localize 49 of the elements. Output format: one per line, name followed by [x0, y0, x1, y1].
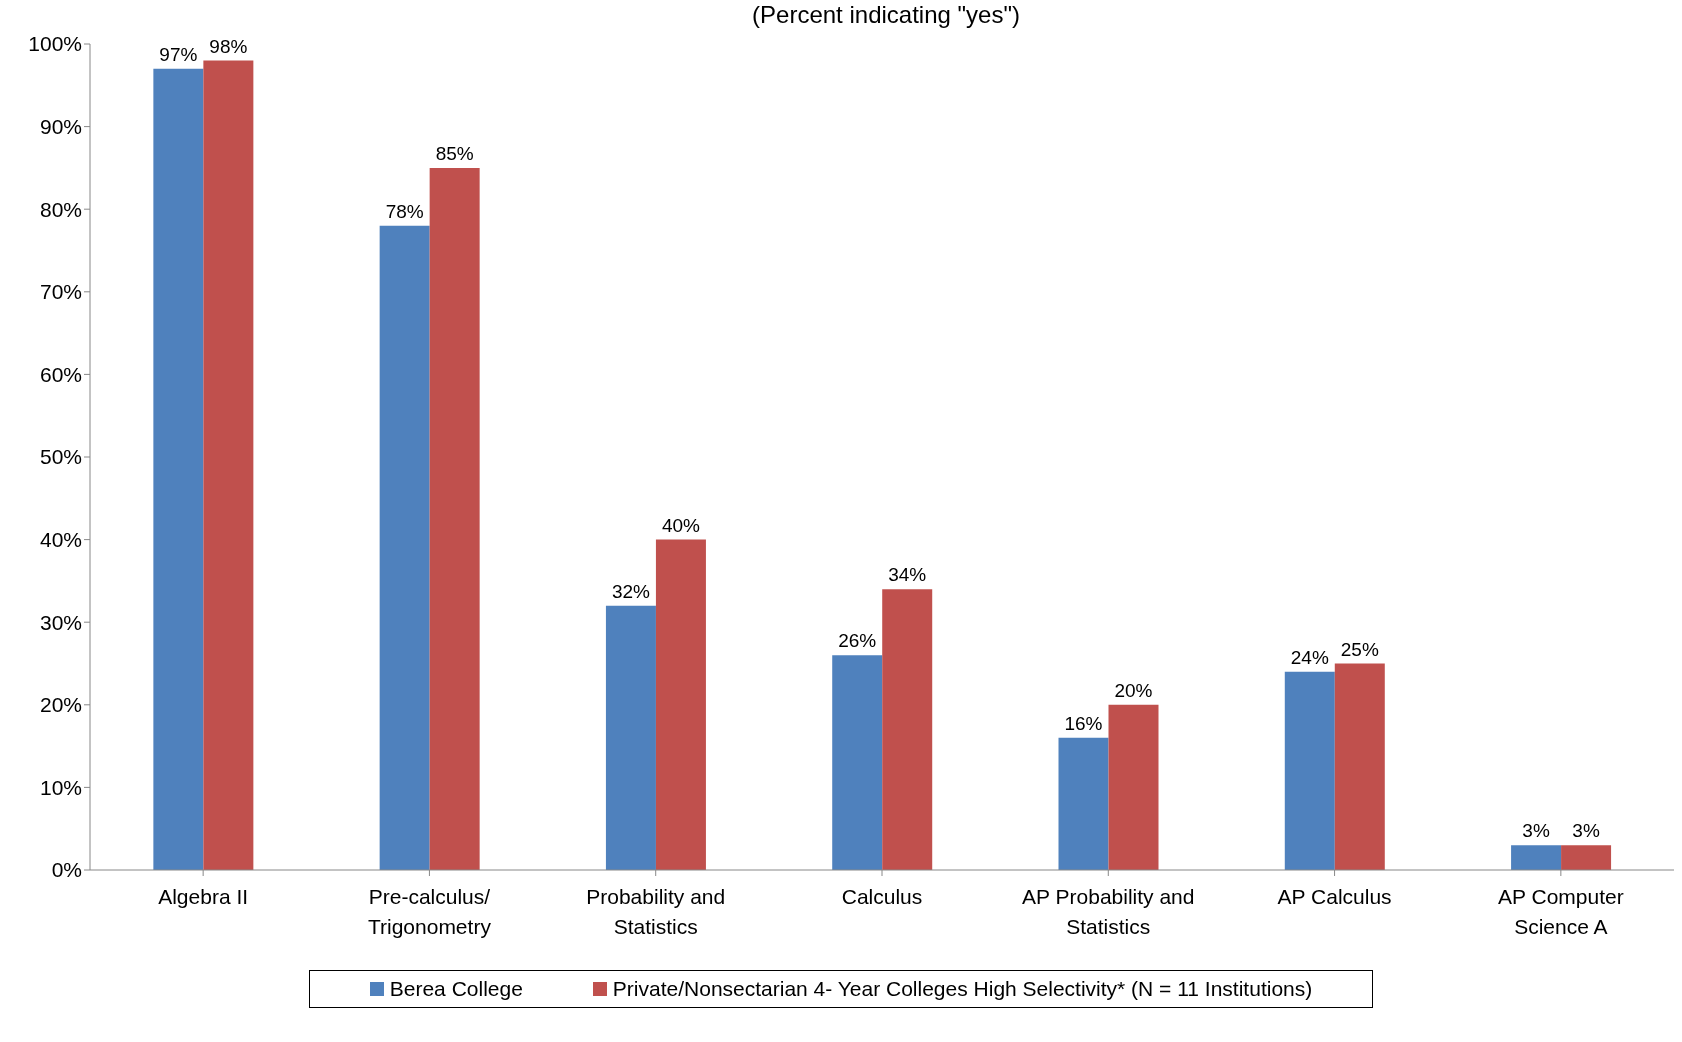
x-tick-label: Calculus [841, 885, 923, 908]
bar [429, 167, 480, 870]
bar [1284, 671, 1335, 870]
x-tick-label: AP Computer Science A [1498, 885, 1624, 938]
data-label: 98% [209, 35, 248, 57]
y-tick-label: 40% [39, 528, 82, 552]
y-tick-label: 70% [39, 280, 82, 304]
data-label: 3% [1522, 820, 1550, 842]
bar [832, 655, 883, 870]
legend-label: Private/Nonsectarian 4- Year Colleges High Selectivity* (N = 11 Institutions) [612, 977, 1313, 1001]
y-tick-label: 30% [39, 610, 82, 634]
bar [153, 68, 204, 870]
bar [882, 589, 933, 870]
data-label: 78% [385, 200, 424, 222]
x-tick-label: Algebra II [158, 885, 249, 908]
y-tick-label: 10% [39, 775, 82, 799]
y-tick-label: 90% [39, 115, 82, 139]
bar [605, 605, 656, 870]
y-tick-label: 20% [39, 693, 82, 717]
y-tick-label: 0% [51, 858, 82, 882]
bar [203, 60, 254, 870]
y-tick-label: 100% [28, 32, 82, 56]
data-label: 24% [1290, 646, 1329, 668]
bar [655, 539, 706, 870]
data-label: 25% [1340, 638, 1379, 660]
data-label: 34% [888, 564, 927, 586]
legend-label: Berea College [389, 977, 523, 1001]
bar [1511, 845, 1562, 870]
x-tick-label: Probability and Statistics [586, 885, 726, 938]
data-label: 20% [1114, 679, 1153, 701]
y-tick-label: 50% [39, 445, 82, 469]
chart-title: (Percent indicating "yes") [751, 0, 1021, 30]
x-tick-label: Pre-calculus/ Trigonometry [367, 885, 492, 938]
data-label: 3% [1572, 820, 1600, 842]
data-label: 26% [838, 630, 877, 652]
bar [1108, 704, 1159, 870]
data-label: 85% [435, 142, 474, 164]
y-tick-label: 80% [39, 197, 82, 221]
y-tick-label: 60% [39, 362, 82, 386]
bar [1334, 663, 1385, 870]
x-tick-label: AP Calculus [1277, 885, 1392, 908]
data-label: 97% [159, 43, 198, 65]
x-tick-label: AP Probability and Statistics [1022, 885, 1195, 938]
data-label: 32% [611, 580, 651, 602]
data-label: 16% [1064, 712, 1103, 734]
bar [1058, 737, 1109, 870]
bar [1561, 845, 1612, 870]
data-label: 40% [661, 514, 701, 536]
bar [379, 225, 430, 870]
